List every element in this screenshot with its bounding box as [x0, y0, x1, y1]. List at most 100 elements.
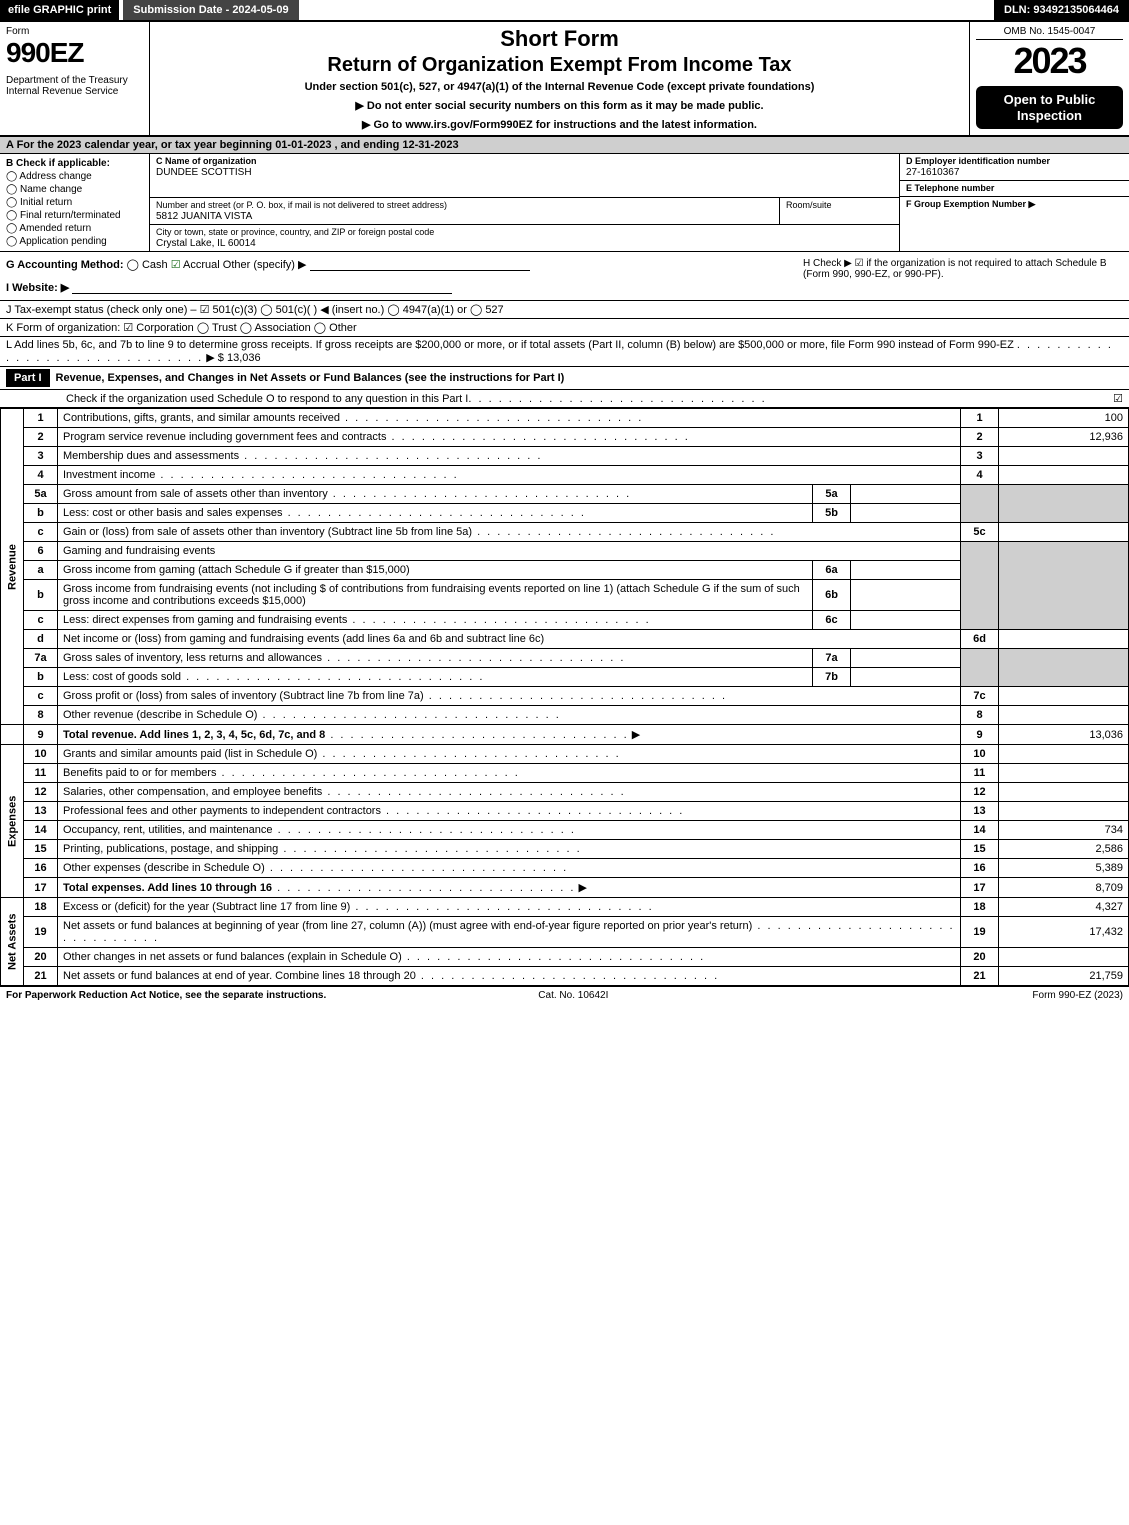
line-6d: d Net income or (loss) from gaming and f…: [1, 630, 1129, 649]
line-3: 3 Membership dues and assessments 3: [1, 447, 1129, 466]
l5a-desc: Gross amount from sale of assets other t…: [58, 485, 813, 504]
l10-rn: 10: [961, 745, 999, 764]
g-other[interactable]: Other (specify) ▶: [223, 259, 307, 271]
l6c-sn: 6c: [813, 611, 851, 630]
ein-value: 27-1610367: [906, 167, 959, 178]
l7c-rn: 7c: [961, 687, 999, 706]
chk-amended-return[interactable]: Amended return: [6, 223, 143, 234]
l10-rv: [999, 745, 1129, 764]
l9-num: 9: [24, 725, 58, 745]
l-amount: 13,036: [227, 352, 261, 364]
section-d: D Employer identification number 27-1610…: [900, 154, 1129, 181]
l15-desc: Printing, publications, postage, and shi…: [58, 840, 961, 859]
footer-catno: Cat. No. 10642I: [538, 990, 608, 1001]
l1-rv: 100: [999, 409, 1129, 428]
part-1-checkbox[interactable]: ☑: [1113, 392, 1123, 405]
l2-rv: 12,936: [999, 428, 1129, 447]
l6-shade-rn: [961, 542, 999, 630]
l19-rn: 19: [961, 917, 999, 948]
l10-num: 10: [24, 745, 58, 764]
l6-num: 6: [24, 542, 58, 561]
line-5a: 5a Gross amount from sale of assets othe…: [1, 485, 1129, 504]
l8-desc: Other revenue (describe in Schedule O): [58, 706, 961, 725]
l7a-desc: Gross sales of inventory, less returns a…: [58, 649, 813, 668]
e-label: E Telephone number: [906, 183, 994, 193]
line-13: 13 Professional fees and other payments …: [1, 802, 1129, 821]
g-accrual[interactable]: Accrual: [171, 259, 220, 271]
b-title: B Check if applicable:: [6, 158, 143, 169]
part-1-title: Revenue, Expenses, and Changes in Net As…: [56, 372, 565, 384]
chk-final-return[interactable]: Final return/terminated: [6, 210, 143, 221]
line-21: 21 Net assets or fund balances at end of…: [1, 967, 1129, 986]
l13-rv: [999, 802, 1129, 821]
l21-desc: Net assets or fund balances at end of ye…: [58, 967, 961, 986]
return-title: Return of Organization Exempt From Incom…: [156, 54, 963, 77]
l9-rn: 9: [961, 725, 999, 745]
l9-rv: 13,036: [999, 725, 1129, 745]
l7c-desc: Gross profit or (loss) from sales of inv…: [58, 687, 961, 706]
irs-link[interactable]: www.irs.gov/Form990EZ: [405, 119, 532, 131]
line-6b: b Gross income from fundraising events (…: [1, 580, 1129, 611]
l19-num: 19: [24, 917, 58, 948]
header-center: Short Form Return of Organization Exempt…: [150, 22, 969, 135]
l7a-sn: 7a: [813, 649, 851, 668]
efile-print-label[interactable]: efile GRAPHIC print: [0, 0, 119, 20]
l20-rn: 20: [961, 948, 999, 967]
l16-num: 16: [24, 859, 58, 878]
g-cash[interactable]: Cash: [127, 259, 168, 271]
line-11: 11 Benefits paid to or for members 11: [1, 764, 1129, 783]
l6d-rn: 6d: [961, 630, 999, 649]
l3-desc: Membership dues and assessments: [58, 447, 961, 466]
l6d-num: d: [24, 630, 58, 649]
section-e: E Telephone number: [900, 181, 1129, 197]
chk-address-change[interactable]: Address change: [6, 171, 143, 182]
l6b-sv: [851, 580, 961, 611]
line-14: 14 Occupancy, rent, utilities, and maint…: [1, 821, 1129, 840]
l7ab-shade-rv: [999, 649, 1129, 687]
l7c-num: c: [24, 687, 58, 706]
city-label: City or town, state or province, country…: [156, 227, 434, 237]
chk-name-change[interactable]: Name change: [6, 184, 143, 195]
l13-desc: Professional fees and other payments to …: [58, 802, 961, 821]
l5b-num: b: [24, 504, 58, 523]
l6-desc: Gaming and fundraising events: [58, 542, 961, 561]
l6c-num: c: [24, 611, 58, 630]
l6b-num: b: [24, 580, 58, 611]
l18-num: 18: [24, 898, 58, 917]
form-header: Form 990EZ Department of the Treasury In…: [0, 22, 1129, 137]
l8-rv: [999, 706, 1129, 725]
section-g: G Accounting Method: Cash Accrual Other …: [6, 258, 803, 294]
line-6c: c Less: direct expenses from gaming and …: [1, 611, 1129, 630]
l1-rn: 1: [961, 409, 999, 428]
i-label: I Website: ▶: [6, 282, 69, 294]
l2-num: 2: [24, 428, 58, 447]
city-value: Crystal Lake, IL 60014: [156, 238, 256, 249]
l16-rn: 16: [961, 859, 999, 878]
part-1-check-row: Check if the organization used Schedule …: [0, 390, 1129, 408]
part-1-dots: [468, 393, 766, 405]
l12-rn: 12: [961, 783, 999, 802]
l5b-desc: Less: cost or other basis and sales expe…: [58, 504, 813, 523]
l15-num: 15: [24, 840, 58, 859]
g-other-blank[interactable]: [310, 259, 530, 271]
l6b-desc: Gross income from fundraising events (no…: [58, 580, 813, 611]
chk-initial-return[interactable]: Initial return: [6, 197, 143, 208]
l5ab-shade-rn: [961, 485, 999, 523]
l14-num: 14: [24, 821, 58, 840]
line-a: A For the 2023 calendar year, or tax yea…: [0, 137, 1129, 154]
top-bar: efile GRAPHIC print Submission Date - 20…: [0, 0, 1129, 22]
l3-num: 3: [24, 447, 58, 466]
no-ssn-note: ▶ Do not enter social security numbers o…: [156, 99, 963, 112]
l1-desc: Contributions, gifts, grants, and simila…: [58, 409, 961, 428]
chk-application-pending[interactable]: Application pending: [6, 236, 143, 247]
l14-rv: 734: [999, 821, 1129, 840]
section-f: F Group Exemption Number ▶: [900, 197, 1129, 251]
l17-rv: 8,709: [999, 878, 1129, 898]
l13-num: 13: [24, 802, 58, 821]
c-name-cell: C Name of organization DUNDEE SCOTTISH: [150, 154, 899, 198]
l5c-num: c: [24, 523, 58, 542]
website-blank[interactable]: [72, 282, 452, 294]
line-17: 17 Total expenses. Add lines 10 through …: [1, 878, 1129, 898]
l3-rn: 3: [961, 447, 999, 466]
l9-desc: Total revenue. Add lines 1, 2, 3, 4, 5c,…: [58, 725, 961, 745]
